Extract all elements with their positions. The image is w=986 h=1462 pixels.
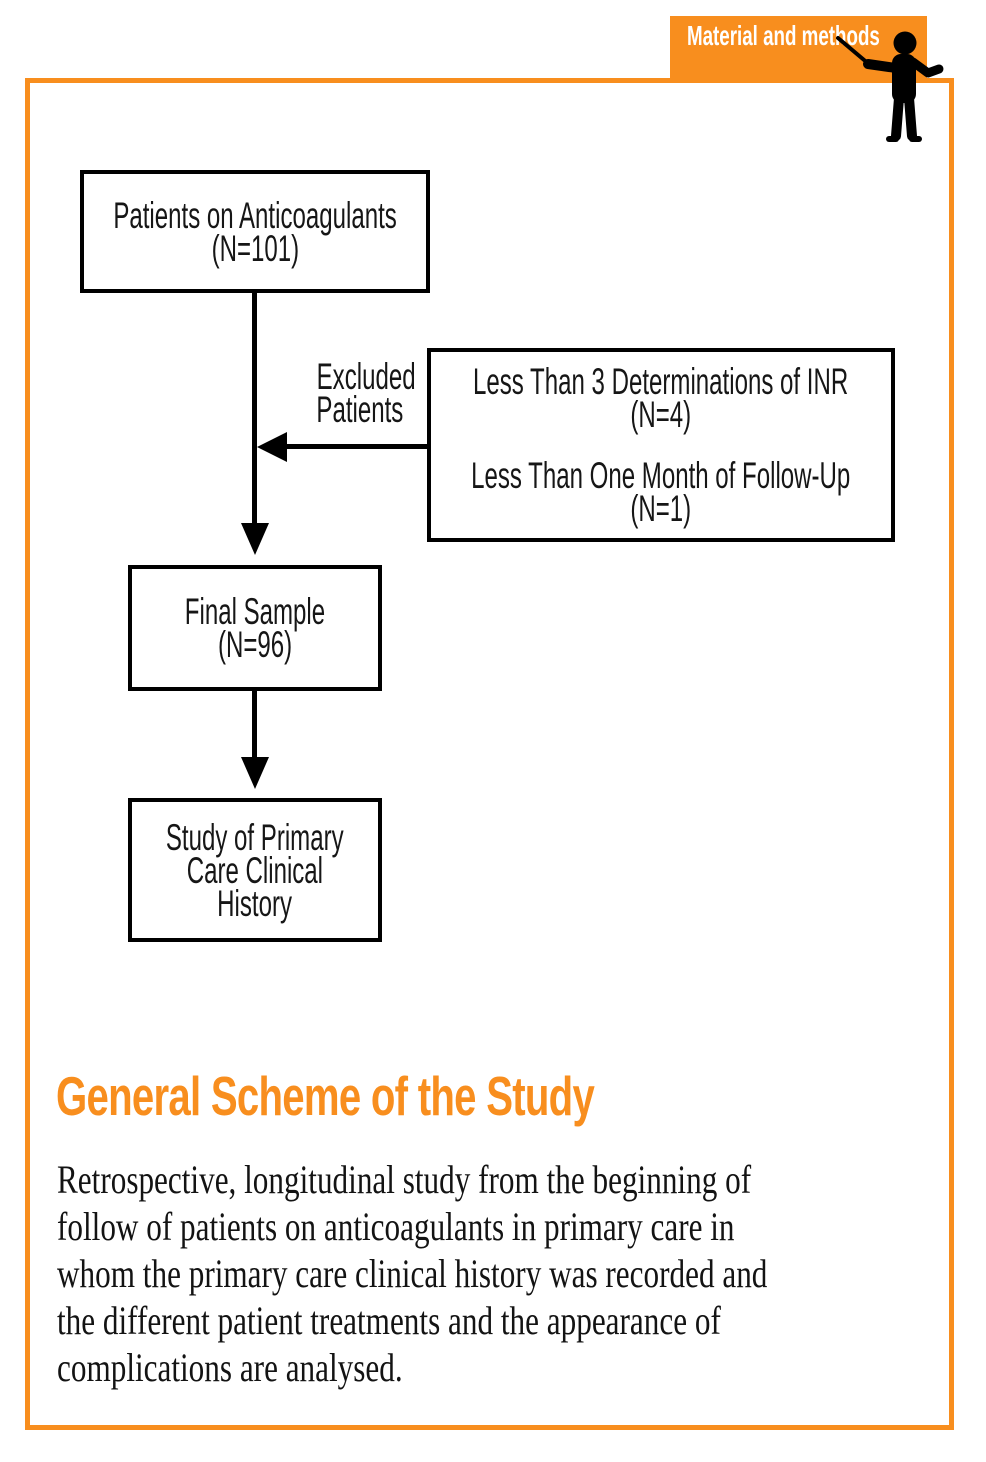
paragraph-line: Retrospective, longitudinal study from t… (57, 1157, 752, 1202)
page-title: General Scheme of the Study (56, 1065, 595, 1127)
patients-box-line1: Patients on Anticoagulants (113, 194, 397, 236)
body-paragraph: Retrospective, longitudinal study from t… (57, 1156, 968, 1391)
paragraph-line: the different patient treatments and the… (57, 1298, 721, 1343)
arrowhead-down-1 (241, 523, 269, 555)
paragraph-line: follow of patients on anticoagulants in … (57, 1204, 735, 1249)
paragraph-line: whom the primary care clinical history w… (57, 1251, 768, 1296)
excluded-label-line1: Excluded (316, 356, 416, 397)
final-box-line2: (N=96) (217, 624, 293, 665)
arrowhead-left (257, 432, 287, 462)
exclusion-item-1: Less Than 3 Determinations of INR (N=4) (372, 361, 949, 435)
study-box-line1: Study of Primary (166, 816, 344, 858)
page-border-frame (25, 78, 954, 1430)
arrowhead-down-2 (241, 757, 269, 789)
connector-line-down-1 (252, 293, 257, 523)
flowchart-box-final-sample: Final Sample (N=96) (128, 565, 382, 691)
flowchart-box-study: Study of Primary Care Clinical History (128, 798, 382, 942)
excluded-label-line2: Patients (316, 389, 404, 430)
exclusion-item1-line2: (N=4) (630, 394, 692, 435)
patients-box-line2: (N=101) (211, 227, 299, 269)
flowchart-box-patients: Patients on Anticoagulants (N=101) (80, 170, 430, 293)
excluded-patients-label: Excluded Patients (290, 356, 430, 430)
exclusion-item-2: Less Than One Month of Follow-Up (N=1) (369, 455, 952, 529)
connector-line-left (285, 444, 427, 449)
exclusion-item2-line2: (N=1) (630, 488, 692, 529)
flowchart-box-exclusions: Less Than 3 Determinations of INR (N=4) … (427, 348, 895, 542)
exclusion-item2-line1: Less Than One Month of Follow-Up (471, 455, 851, 496)
paragraph-line: complications are analysed. (57, 1345, 403, 1390)
connector-line-down-2 (252, 691, 257, 757)
study-box-line2: Care Clinical (186, 849, 324, 891)
presenter-icon (836, 31, 944, 142)
final-box-line1: Final Sample (184, 591, 326, 632)
exclusion-item1-line1: Less Than 3 Determinations of INR (473, 361, 849, 402)
study-box-line3: History (217, 882, 293, 924)
